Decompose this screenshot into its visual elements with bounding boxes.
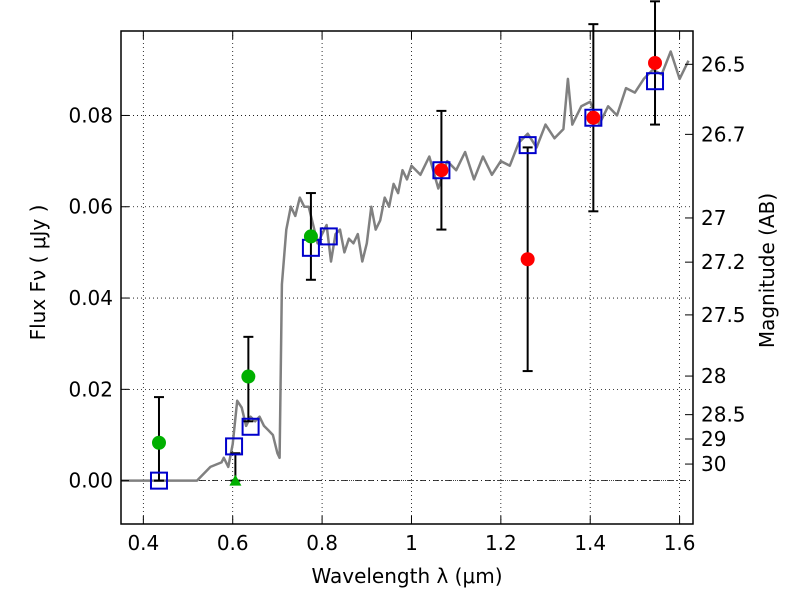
y-axis-label: Flux Fν ( μJy ) [26, 205, 50, 341]
red-data-point [648, 55, 663, 70]
y-tick-label: 0.06 [68, 195, 113, 219]
plot-frame [120, 30, 694, 525]
magnitude-tick-label: 28.5 [701, 403, 746, 427]
red-data-point [520, 252, 535, 267]
green-data-point [241, 369, 256, 384]
magnitude-tick-label: 27.2 [701, 250, 746, 274]
model-band-square [241, 417, 260, 436]
model-band-square [149, 471, 168, 490]
magnitude-tick-label: 29 [701, 427, 726, 451]
grid-lines [121, 31, 693, 524]
model-band-square [584, 108, 603, 127]
photometry-points [151, 55, 663, 486]
model-band-square [319, 227, 338, 246]
magnitude-tick-label: 26.7 [701, 122, 746, 146]
x-tick-label: 0.6 [217, 531, 249, 555]
y-tick-label: 0.02 [68, 377, 113, 401]
model-band-squares [149, 72, 665, 490]
error-bars [153, 0, 661, 482]
y-tick-label: 0.00 [68, 469, 113, 493]
magnitude-tick-label: 28 [701, 364, 726, 388]
x-tick-label: 1.6 [664, 531, 696, 555]
right-axis-label: Magnitude (AB) [755, 193, 779, 348]
model-band-square [518, 136, 537, 155]
magnitude-tick-label: 27 [701, 206, 726, 230]
model-band-square [646, 72, 665, 91]
model-band-square [225, 437, 244, 456]
red-data-point [586, 110, 601, 125]
x-axis-label: Wavelength λ (μm) [311, 564, 502, 588]
x-axis-ticks: 0.4 0.6 0.8 1 1.2 1.4 1.6 [127, 31, 696, 555]
x-tick-label: 1.2 [485, 531, 517, 555]
model-spectrum-line [121, 50, 690, 482]
magnitude-tick-label: 27.5 [701, 303, 746, 327]
magnitude-tick-label: 30 [701, 452, 726, 476]
green-upper-limit-triangle [229, 474, 242, 486]
x-tick-label: 0.8 [306, 531, 338, 555]
x-tick-label: 1 [405, 531, 418, 555]
model-band-square [432, 161, 451, 180]
y-tick-label: 0.04 [68, 286, 113, 310]
x-tick-label: 0.4 [127, 531, 159, 555]
magnitude-tick-label: 26.5 [701, 52, 746, 76]
y-tick-label: 0.08 [68, 103, 113, 127]
x-tick-label: 1.4 [574, 531, 606, 555]
red-data-point [434, 163, 449, 178]
y-axis-ticks: 0.00 0.02 0.04 0.06 0.08 [68, 103, 129, 493]
green-data-point [303, 229, 318, 244]
green-data-point [151, 435, 166, 450]
